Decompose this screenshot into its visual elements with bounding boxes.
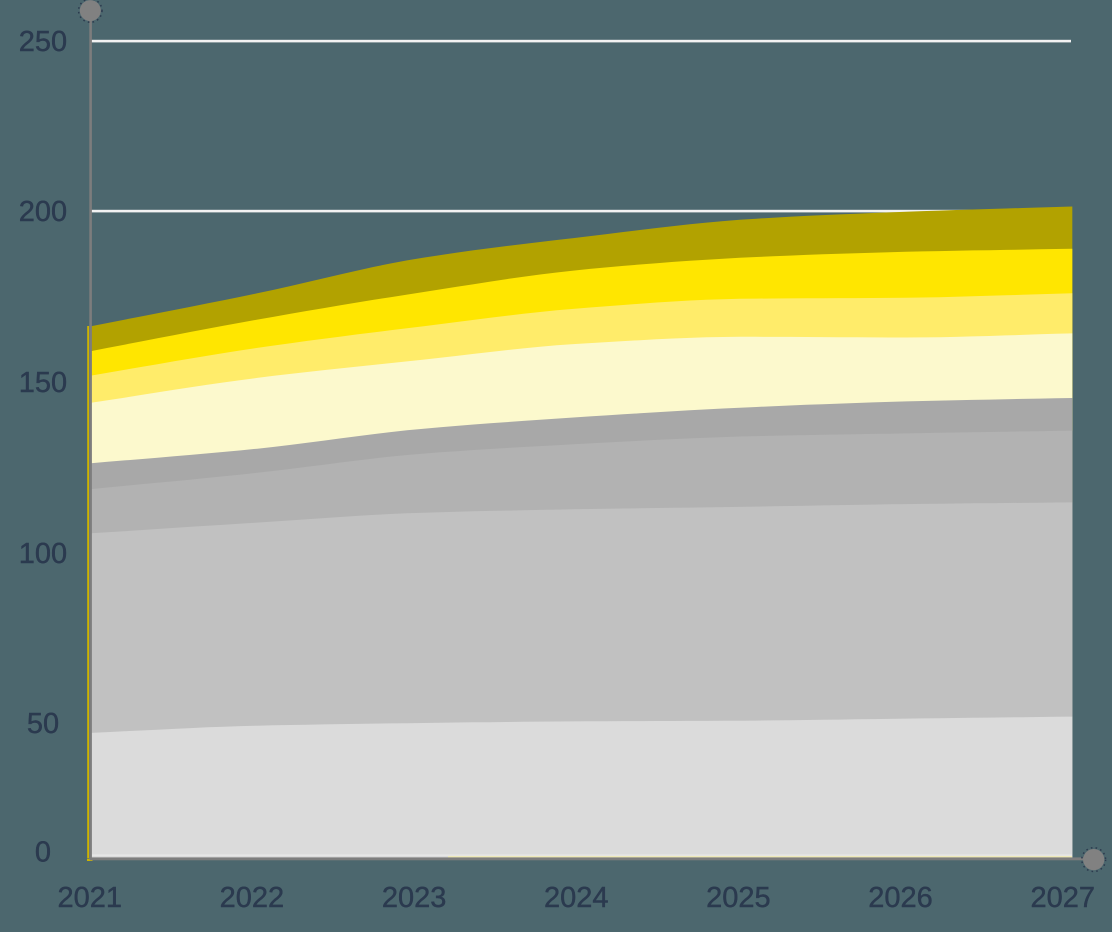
svg-text:50: 50	[27, 708, 59, 740]
svg-text:2025: 2025	[706, 882, 771, 914]
svg-text:100: 100	[19, 538, 67, 570]
svg-text:2026: 2026	[868, 882, 933, 914]
svg-text:2022: 2022	[220, 882, 285, 914]
svg-text:200: 200	[19, 196, 67, 228]
svg-text:2024: 2024	[544, 882, 609, 914]
svg-text:2023: 2023	[382, 882, 447, 914]
svg-text:250: 250	[19, 26, 67, 58]
svg-text:150: 150	[19, 367, 67, 399]
svg-text:0: 0	[35, 837, 51, 869]
svg-text:2021: 2021	[58, 882, 123, 914]
svg-text:2027: 2027	[1030, 882, 1095, 914]
